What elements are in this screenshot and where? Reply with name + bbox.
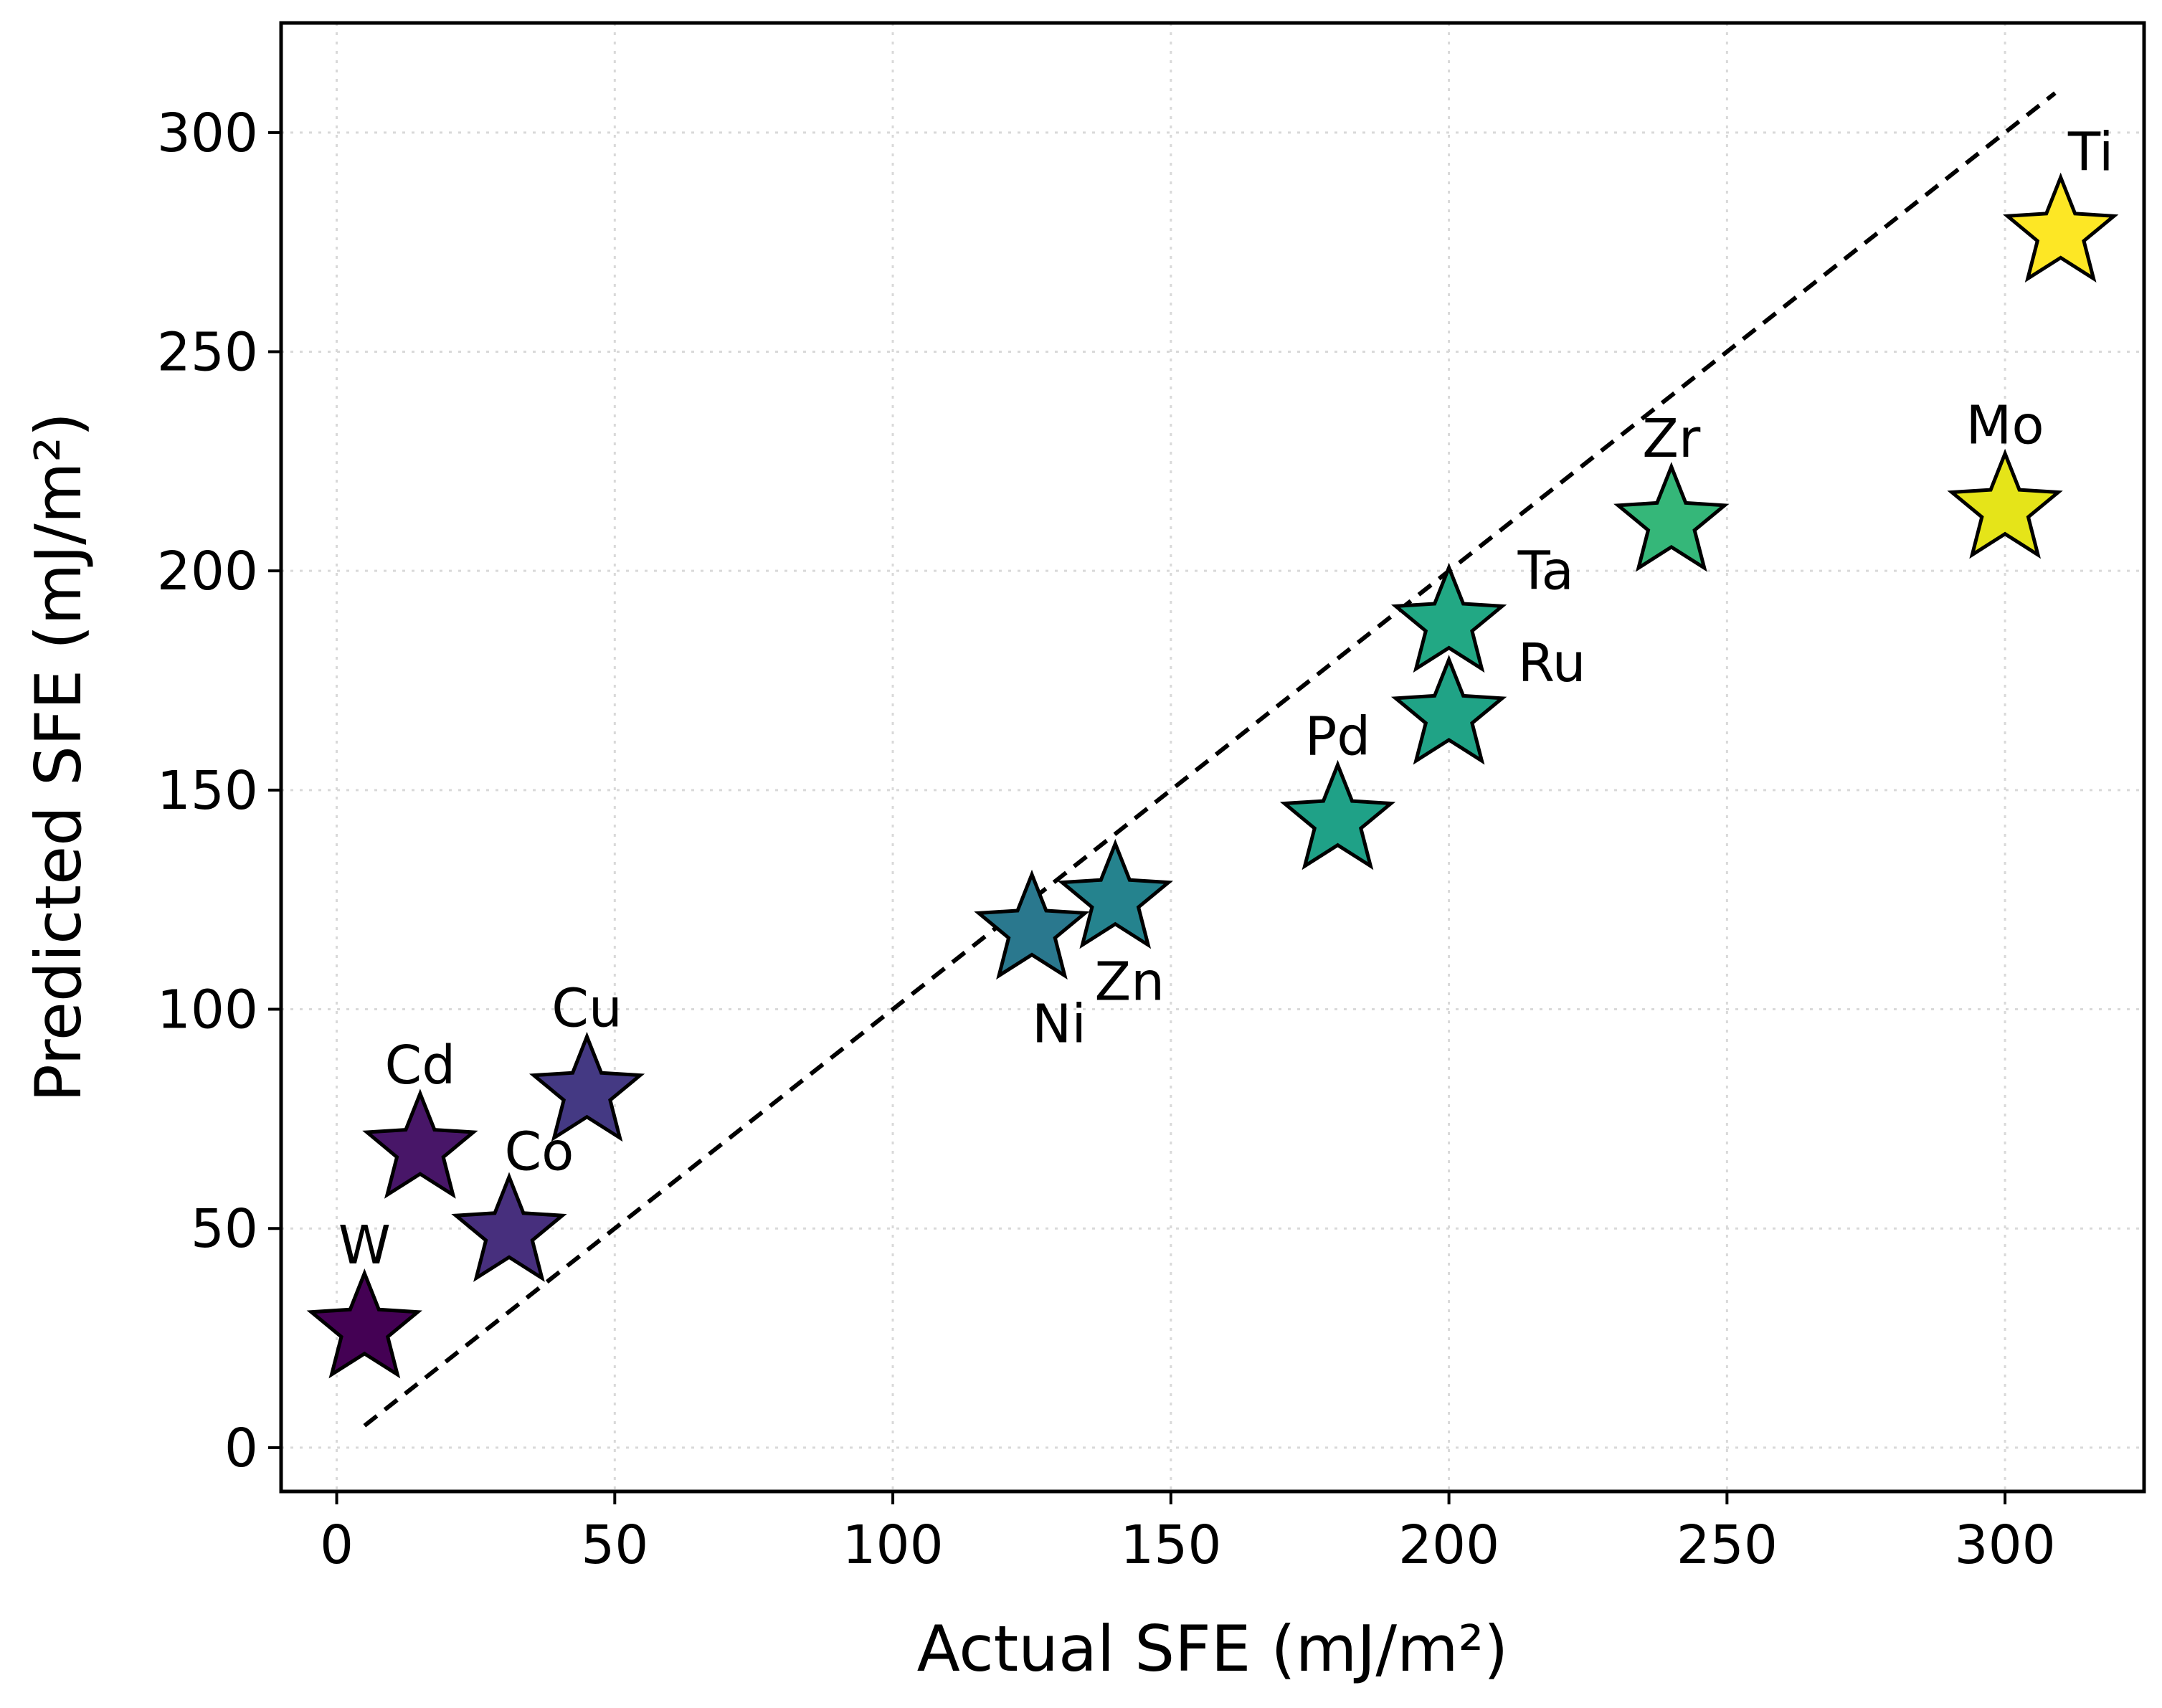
data-point-mo — [1947, 448, 2063, 559]
y-tick-label: 300 — [157, 103, 258, 164]
plot-frame — [279, 21, 2146, 1494]
x-tick-label: 0 — [320, 1514, 354, 1576]
data-point-cd — [362, 1088, 478, 1199]
point-label-cu: Cu — [551, 978, 622, 1040]
x-tick-label: 100 — [842, 1514, 943, 1576]
data-point-zn — [1057, 838, 1173, 949]
reference-line-group — [363, 91, 2057, 1428]
x-tick-label: 250 — [1677, 1514, 1778, 1576]
y-axis-title: Predicted SFE (mJ/m²) — [22, 412, 95, 1102]
y-tick-label: 100 — [157, 979, 258, 1041]
point-label-ni: Ni — [1032, 993, 1086, 1055]
point-label-ru: Ru — [1518, 632, 1586, 694]
point-label-ti: Ti — [2067, 121, 2114, 183]
y-tick-label: 200 — [157, 541, 258, 602]
data-point-zr — [1613, 462, 1730, 572]
data-point-ta — [1390, 562, 1507, 673]
x-tick-label: 300 — [1954, 1514, 2055, 1576]
data-point-cu — [528, 1031, 645, 1142]
point-label-cd: Cd — [385, 1035, 456, 1096]
point-label-zn: Zn — [1094, 952, 1165, 1013]
point-label-co: Co — [504, 1121, 574, 1182]
data-points — [306, 172, 2119, 1379]
x-tick-label: 200 — [1398, 1514, 1499, 1576]
point-label-zr: Zr — [1642, 408, 1701, 470]
y-tick-label: 250 — [157, 322, 258, 384]
y-tick-label: 150 — [157, 760, 258, 822]
grid-lines — [281, 23, 2144, 1491]
x-axis-title: Actual SFE (mJ/m²) — [917, 1612, 1509, 1686]
point-label-pd: Pd — [1305, 706, 1371, 768]
x-axis-ticks: 0 50 100 150 200 250 300 — [320, 1491, 2056, 1576]
reference-line — [363, 91, 2057, 1428]
y-tick-label: 0 — [224, 1418, 258, 1479]
y-tick-label: 50 — [191, 1198, 258, 1260]
data-point-co — [451, 1172, 567, 1282]
point-label-mo: Mo — [1966, 395, 2044, 457]
y-axis-ticks: 0 50 100 150 200 250 300 — [157, 103, 281, 1479]
point-label-ta: Ta — [1517, 541, 1574, 602]
data-point-ti — [2003, 172, 2119, 283]
data-point-ru — [1390, 655, 1507, 765]
x-tick-label: 50 — [581, 1514, 648, 1576]
data-point-w — [306, 1268, 422, 1379]
x-tick-label: 150 — [1120, 1514, 1221, 1576]
data-point-pd — [1279, 759, 1396, 870]
data-point-ni — [974, 869, 1090, 980]
point-label-w: W — [338, 1215, 391, 1276]
